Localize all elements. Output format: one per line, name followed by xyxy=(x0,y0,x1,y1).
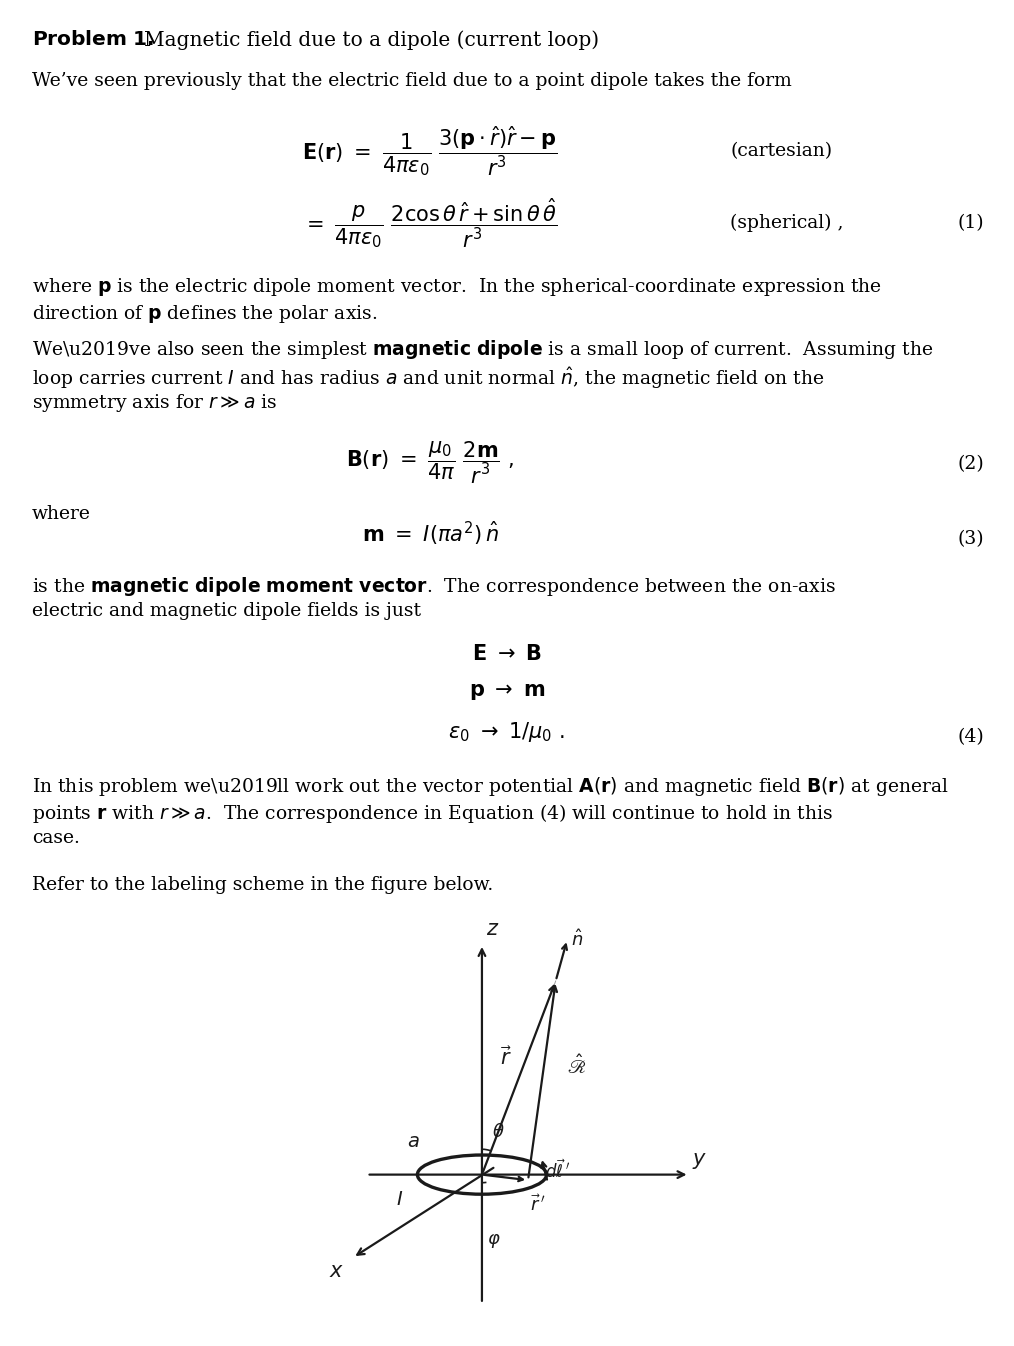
Text: $\vec{r}$: $\vec{r}$ xyxy=(500,1046,512,1069)
Text: $\mathbf{B}(\mathbf{r})\ =\ \dfrac{\mu_0}{4\pi}\ \dfrac{2\mathbf{m}}{r^3}\ ,$: $\mathbf{B}(\mathbf{r})\ =\ \dfrac{\mu_0… xyxy=(346,440,514,486)
Text: $x$: $x$ xyxy=(329,1263,344,1281)
Text: loop carries current $I$ and has radius $a$ and unit normal $\hat{n}$, the magne: loop carries current $I$ and has radius … xyxy=(32,365,824,390)
Text: We’ve seen previously that the electric field due to a point dipole takes the fo: We’ve seen previously that the electric … xyxy=(32,71,792,90)
Text: $\theta$: $\theta$ xyxy=(492,1124,505,1141)
Text: (2): (2) xyxy=(957,455,984,472)
Text: direction of $\mathbf{p}$ defines the polar axis.: direction of $\mathbf{p}$ defines the po… xyxy=(32,303,377,324)
Text: (1): (1) xyxy=(957,214,984,232)
Text: $\mathbf{E}\ \rightarrow\ \mathbf{B}$: $\mathbf{E}\ \rightarrow\ \mathbf{B}$ xyxy=(473,643,541,664)
Text: is the $\mathbf{magnetic\ dipole\ moment\ vector}$.  The correspondence between : is the $\mathbf{magnetic\ dipole\ moment… xyxy=(32,575,836,598)
Text: Refer to the labeling scheme in the figure below.: Refer to the labeling scheme in the figu… xyxy=(32,876,493,894)
Text: $d\vec{\ell}\,'$: $d\vec{\ell}\,'$ xyxy=(545,1159,570,1182)
Text: symmetry axis for $r \gg a$ is: symmetry axis for $r \gg a$ is xyxy=(32,392,277,415)
Text: $\varphi$: $\varphi$ xyxy=(488,1232,501,1250)
Text: $\hat{n}$: $\hat{n}$ xyxy=(571,929,583,950)
Text: electric and magnetic dipole fields is just: electric and magnetic dipole fields is j… xyxy=(32,602,421,621)
Text: We\u2019ve also seen the simplest $\mathbf{magnetic\ dipole}$ is a small loop of: We\u2019ve also seen the simplest $\math… xyxy=(32,338,933,361)
Text: $z$: $z$ xyxy=(486,921,499,940)
Text: $\vec{r}\,'$: $\vec{r}\,'$ xyxy=(530,1194,547,1215)
Text: $y$: $y$ xyxy=(692,1151,707,1171)
Text: points $\mathbf{r}$ with $r \gg a$.  The correspondence in Equation (4) will con: points $\mathbf{r}$ with $r \gg a$. The … xyxy=(32,802,832,825)
Text: $\mathbf{m}\ =\ I(\pi a^2)\,\hat{n}$: $\mathbf{m}\ =\ I(\pi a^2)\,\hat{n}$ xyxy=(362,520,499,548)
Text: $I$: $I$ xyxy=(396,1191,404,1209)
Text: $\mathbf{E}(\mathbf{r})\ =\ \dfrac{1}{4\pi\varepsilon_0}\ \dfrac{3(\mathbf{p}\cd: $\mathbf{E}(\mathbf{r})\ =\ \dfrac{1}{4\… xyxy=(302,124,558,178)
Text: (spherical) ,: (spherical) , xyxy=(730,214,844,233)
Text: (4): (4) xyxy=(957,728,984,746)
Text: where $\mathbf{p}$ is the electric dipole moment vector.  In the spherical-coord: where $\mathbf{p}$ is the electric dipol… xyxy=(32,276,882,297)
Text: $\varepsilon_0\ \rightarrow\ 1/\mu_0\ .$: $\varepsilon_0\ \rightarrow\ 1/\mu_0\ .$ xyxy=(448,720,566,744)
Text: Magnetic field due to a dipole (current loop): Magnetic field due to a dipole (current … xyxy=(144,30,599,50)
Text: $\mathbf{p}\ \rightarrow\ \mathbf{m}$: $\mathbf{p}\ \rightarrow\ \mathbf{m}$ xyxy=(468,682,546,703)
Text: $\hat{\mathscr{R}}$: $\hat{\mathscr{R}}$ xyxy=(567,1055,586,1078)
Text: In this problem we\u2019ll work out the vector potential $\mathbf{A}(\mathbf{r}): In this problem we\u2019ll work out the … xyxy=(32,775,949,798)
Text: (3): (3) xyxy=(957,530,984,548)
Text: (cartesian): (cartesian) xyxy=(730,141,832,160)
Text: where: where xyxy=(32,505,91,524)
Text: $=\ \dfrac{p}{4\pi\varepsilon_0}\ \dfrac{2\cos\theta\,\hat{r} + \sin\theta\,\hat: $=\ \dfrac{p}{4\pi\varepsilon_0}\ \dfrac… xyxy=(302,197,558,250)
Text: $a$: $a$ xyxy=(407,1132,420,1151)
Text: case.: case. xyxy=(32,829,80,847)
Text: $\mathbf{Problem\ 1.}$: $\mathbf{Problem\ 1.}$ xyxy=(32,30,154,48)
